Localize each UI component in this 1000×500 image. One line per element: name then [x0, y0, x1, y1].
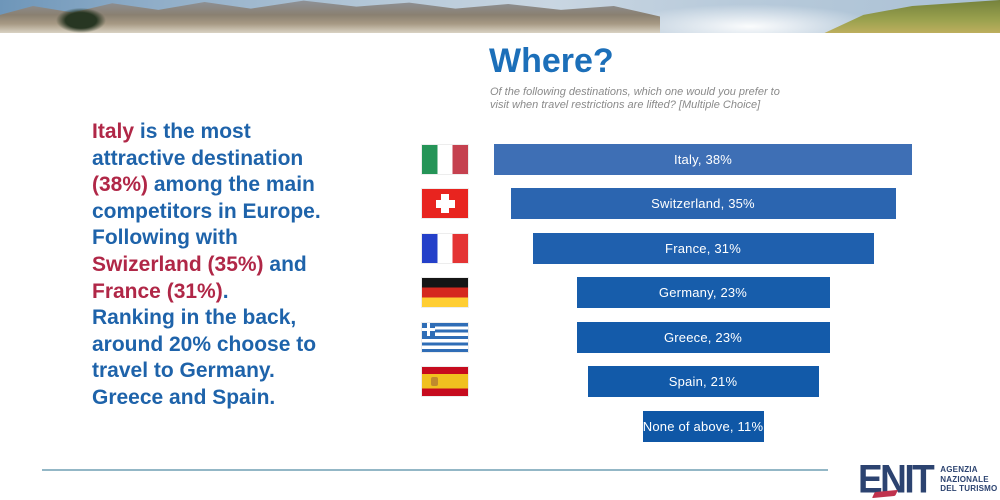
commentary-segment: around 20% choose to	[92, 332, 317, 356]
highlight-switzerland: Swizerland (35%)	[92, 252, 264, 276]
chart-row-spain: Spain, 21%	[422, 360, 912, 405]
enit-logo: ENIT AGENZIA NAZIONALE DEL TURISMO	[858, 459, 997, 499]
bar-zone: Spain, 21%	[494, 366, 912, 398]
footer-divider-line	[42, 469, 828, 471]
bar-switzerland: Switzerland, 35%	[510, 188, 896, 220]
greece-flag-icon	[422, 322, 468, 352]
enit-logo-tagline: AGENZIA NAZIONALE DEL TURISMO	[932, 461, 997, 495]
chart-row-greece: Greece, 23%	[422, 315, 912, 360]
france-flag-icon	[422, 233, 468, 263]
bar-zone: Switzerland, 35%	[494, 188, 912, 220]
highlight-france: France (31%)	[92, 279, 223, 303]
switzerland-flag-icon	[422, 189, 468, 219]
bar-label-spain: Spain, 21%	[668, 374, 738, 390]
bar-label-switzerland: Switzerland, 35%	[651, 196, 755, 212]
tree-silhouette	[56, 5, 106, 33]
bar-france: France, 31%	[532, 232, 874, 264]
bar-italy: Italy, 38%	[494, 143, 912, 175]
commentary-segment: Greece and Spain.	[92, 385, 276, 409]
bar-zone: None of above, 11%	[494, 410, 912, 442]
germany-flag-icon	[422, 278, 468, 308]
tagline-line: NAZIONALE	[940, 474, 989, 484]
chart-row-none-of-above: None of above, 11%	[422, 404, 912, 449]
bar-spain: Spain, 21%	[587, 366, 819, 398]
commentary-segment: Following with	[92, 226, 238, 250]
tagline-line: AGENZIA	[940, 465, 978, 474]
bar-label-france: France, 31%	[665, 240, 741, 256]
commentary-segment: .	[222, 279, 229, 303]
commentary-segment: attractive destination	[92, 146, 304, 170]
bar-label-greece: Greece, 23%	[663, 329, 743, 345]
bar-none-of-above: None of above, 11%	[642, 410, 764, 442]
highlight-38pct: (38%)	[92, 173, 149, 197]
commentary-text: Italy is the most attractive destination…	[92, 119, 392, 412]
spain-flag-icon	[422, 367, 468, 397]
chart-row-italy: Italy, 38%	[422, 137, 912, 182]
bar-zone: Greece, 23%	[494, 321, 912, 353]
chart-row-france: France, 31%	[422, 226, 912, 271]
destination-funnel-chart: Italy, 38% Switzerland, 35% France, 31%	[422, 137, 912, 449]
bar-greece: Greece, 23%	[576, 321, 830, 353]
bar-germany: Germany, 23%	[576, 277, 830, 309]
chart-row-germany: Germany, 23%	[422, 271, 912, 316]
header-photo-banner	[0, 0, 1000, 33]
italy-flag-icon	[422, 144, 468, 174]
chart-subtitle-question: Of the following destinations, which one…	[490, 86, 870, 112]
commentary-segment: travel to Germany.	[92, 359, 275, 383]
bar-label-none-of-above: None of above, 11%	[642, 418, 764, 434]
page-title: Where?	[489, 42, 614, 80]
bar-zone: Italy, 38%	[494, 143, 912, 175]
commentary-segment: is the most	[134, 120, 251, 143]
commentary-segment: among the main	[148, 173, 315, 197]
commentary-segment: Ranking in the back,	[92, 306, 297, 330]
bar-label-italy: Italy, 38%	[673, 151, 733, 167]
empty-flag-slot	[422, 412, 468, 441]
tagline-line: DEL TURISMO	[940, 484, 998, 493]
bar-zone: Germany, 23%	[494, 277, 912, 309]
subtitle-line-2: visit when travel restrictions are lifte…	[490, 99, 761, 111]
green-hill-image	[824, 0, 1000, 33]
chart-row-switzerland: Switzerland, 35%	[422, 182, 912, 227]
highlight-italy: Italy	[92, 120, 135, 143]
commentary-segment: competitors in Europe.	[92, 199, 321, 223]
commentary-segment: and	[263, 252, 307, 276]
bar-zone: France, 31%	[494, 232, 912, 264]
subtitle-line-1: Of the following destinations, which one…	[490, 86, 780, 98]
bar-label-germany: Germany, 23%	[658, 285, 748, 301]
